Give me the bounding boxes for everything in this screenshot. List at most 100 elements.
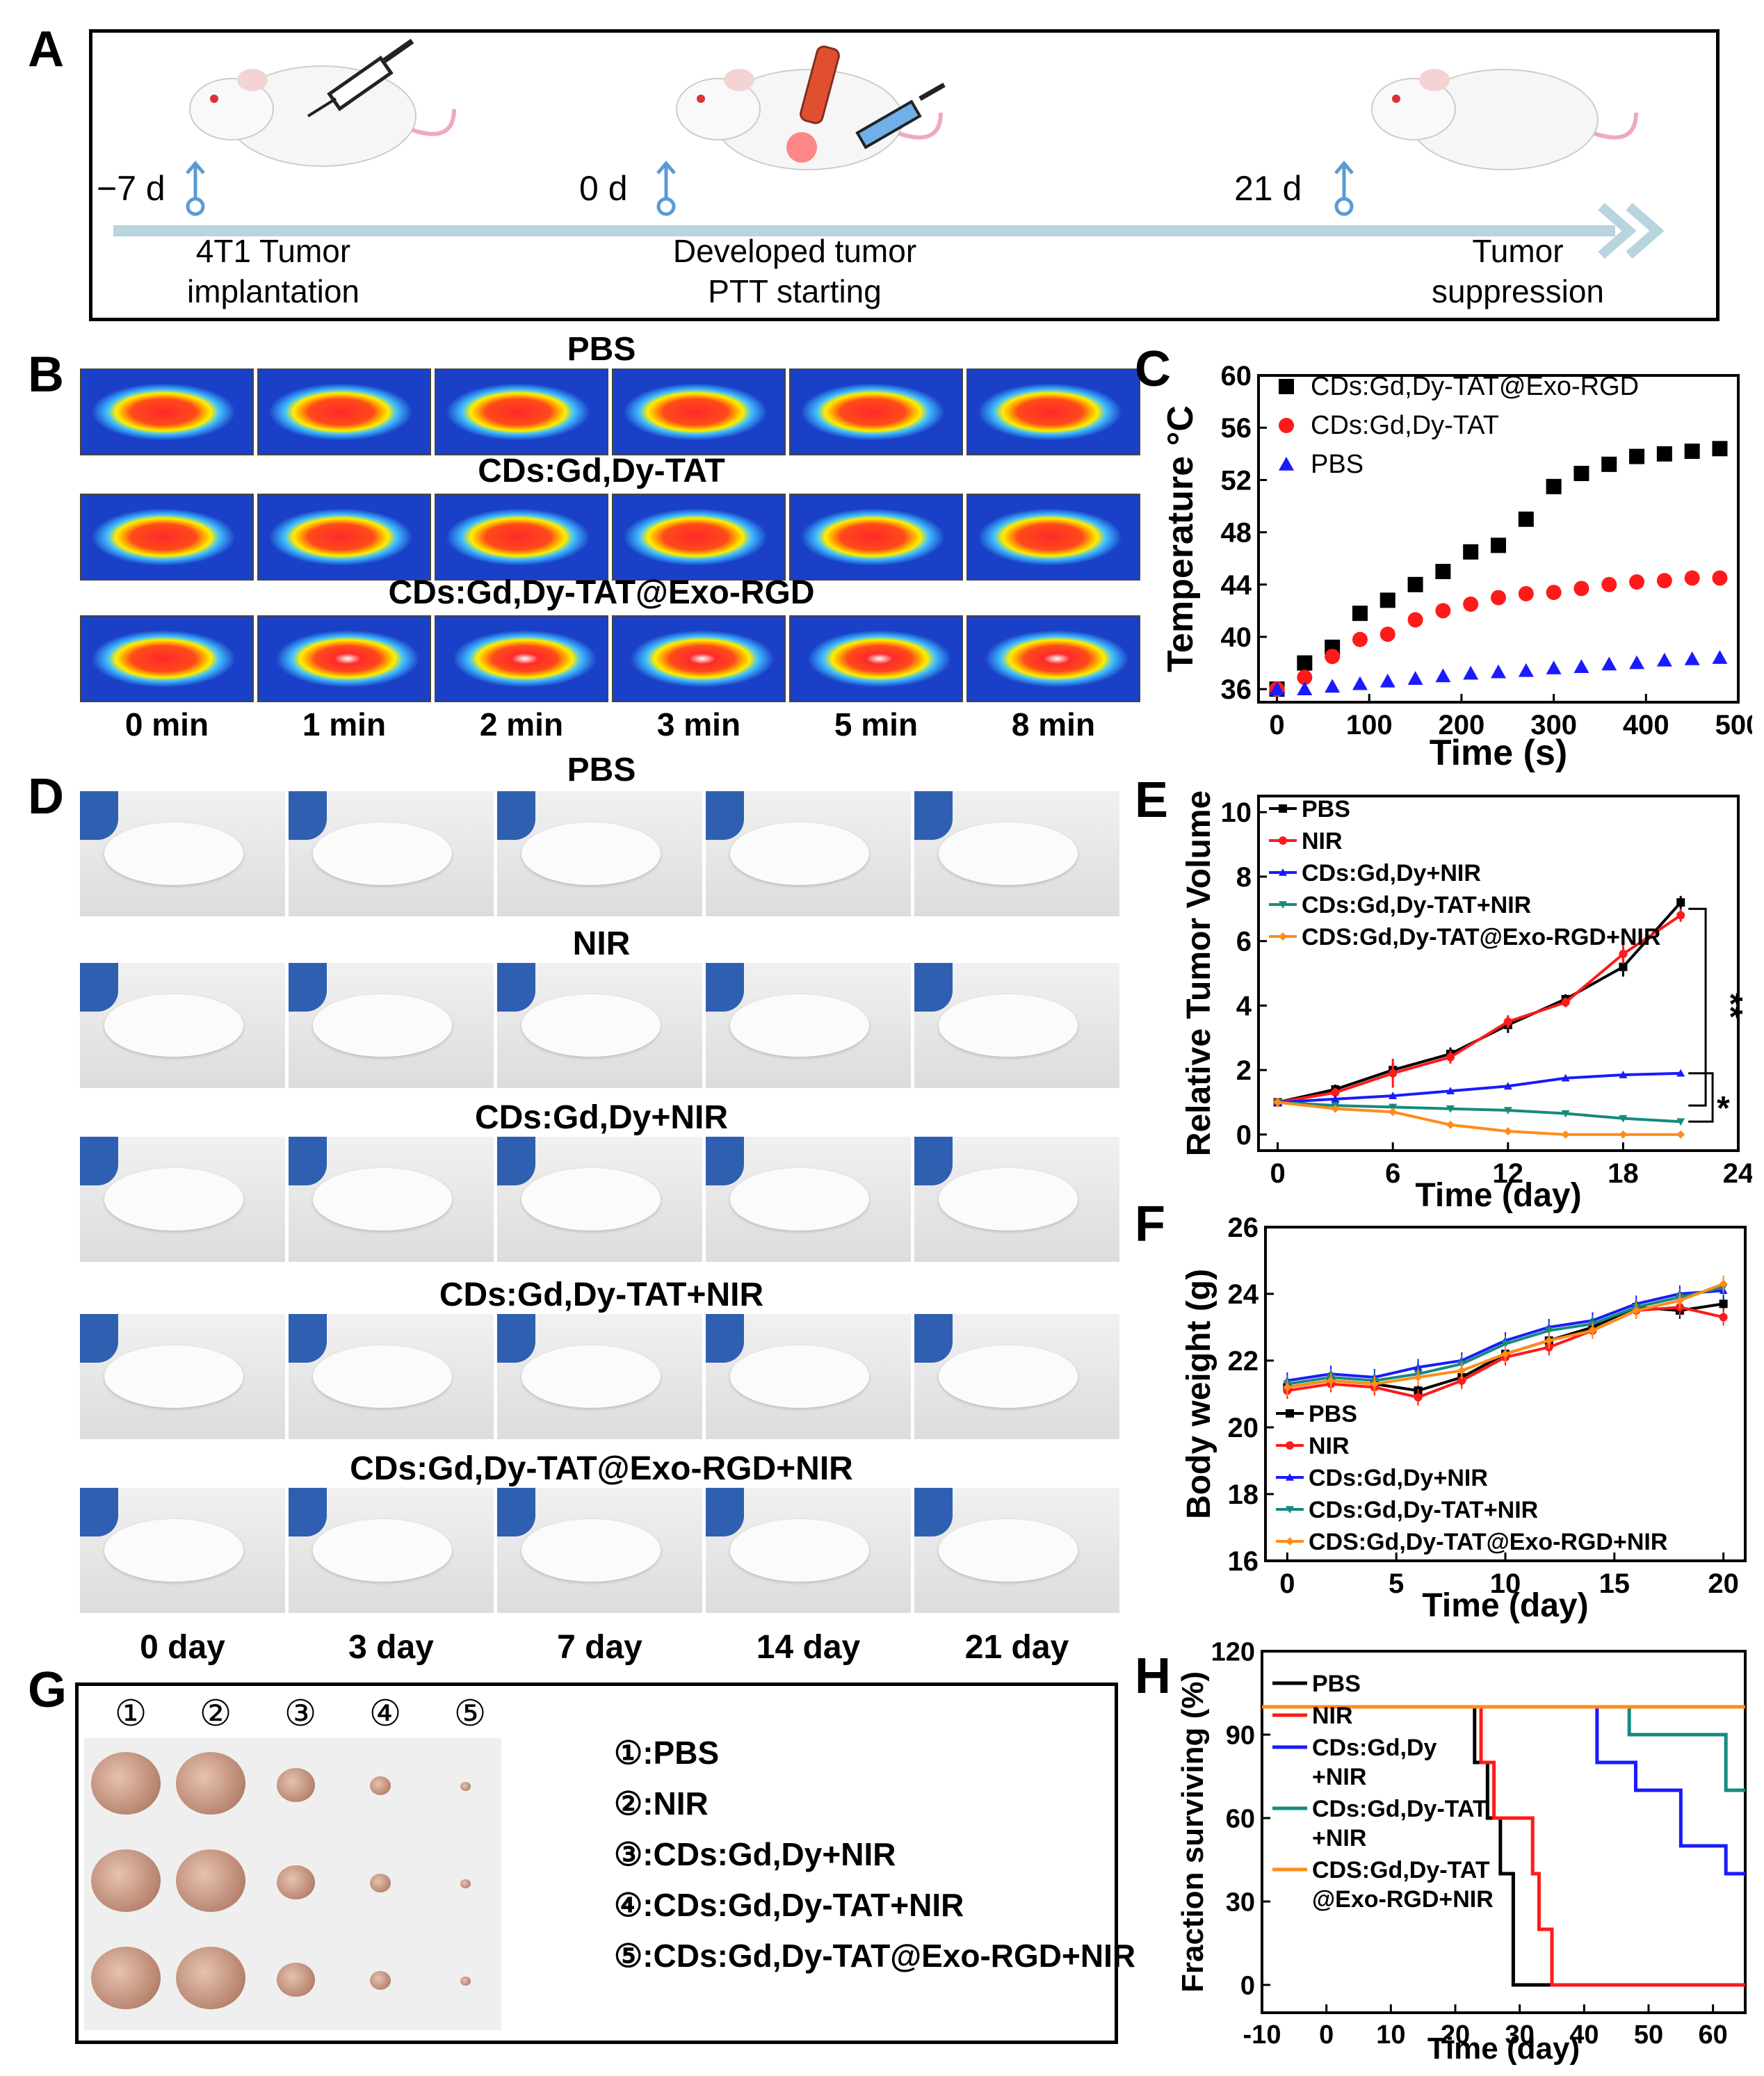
- legend-label: PBS: [1302, 796, 1350, 822]
- mouse-photo: [706, 963, 911, 1088]
- data-point: [1561, 1130, 1570, 1139]
- plot-frame: [1257, 374, 1740, 704]
- mouse-illustration-3: [1371, 69, 1638, 170]
- thermal-image: [789, 368, 963, 455]
- legend-marker: [1279, 379, 1294, 394]
- tumor-sample: [91, 1947, 161, 2009]
- panel-c-label: C: [1135, 341, 1171, 397]
- thermal-image: [257, 615, 431, 702]
- mouse-photo: [80, 1314, 285, 1439]
- thermal-image: [435, 494, 608, 581]
- data-point: [1457, 1376, 1466, 1385]
- data-point: [1463, 665, 1479, 680]
- data-point: [1676, 1069, 1685, 1077]
- y-tick-label: 4: [1236, 991, 1252, 1021]
- mouse-photo: [80, 963, 285, 1088]
- photo-day-label: 14 day: [756, 1629, 861, 1666]
- thermal-time-label: 5 min: [834, 706, 919, 743]
- legend-marker: [1286, 1441, 1294, 1450]
- y-tick-label: 36: [1221, 674, 1252, 705]
- mouse-photo: [289, 791, 494, 916]
- mouse-illustration-1: [189, 65, 456, 167]
- data-point: [1389, 1103, 1398, 1112]
- thermal-image: [80, 615, 254, 702]
- data-point: [1629, 655, 1645, 670]
- thermal-image: [257, 494, 431, 581]
- legend-marker: [1279, 418, 1294, 433]
- data-point: [1407, 576, 1423, 592]
- data-point: [1676, 898, 1685, 907]
- thermal-image: [80, 368, 254, 455]
- data-point: [1712, 441, 1728, 457]
- photo-group-title: CDs:Gd,Dy-TAT@Exo-RGD+NIR: [350, 1450, 853, 1487]
- thermal-image: [80, 494, 254, 581]
- data-point: [1389, 1069, 1398, 1078]
- data-point: [1379, 626, 1395, 642]
- x-tick-label: 100: [1346, 710, 1393, 740]
- x-tick-label: 12: [1493, 1158, 1524, 1189]
- legend-label: +NIR: [1312, 1764, 1366, 1790]
- data-point: [1297, 681, 1313, 695]
- data-point: [1629, 448, 1645, 464]
- data-point: [1546, 585, 1562, 601]
- series-line: [1277, 914, 1682, 1104]
- thermal-image: [966, 615, 1140, 702]
- thermal-image: [612, 615, 786, 702]
- data-point: [1601, 656, 1617, 671]
- timeline-step-1: 4T1 Tumor implantation: [148, 231, 398, 311]
- data-point: [1435, 668, 1451, 683]
- mouse-photo: [706, 1137, 911, 1262]
- legend-marker: [1279, 932, 1287, 941]
- data-point: [1370, 1379, 1379, 1388]
- data-point: [1331, 1088, 1340, 1097]
- tumor-legend: ①:PBS ②:NIR ③:CDs:Gd,Dy+NIR ④:CDs:Gd,Dy-TAT…: [614, 1728, 1135, 1981]
- legend-marker: [1279, 804, 1287, 813]
- significance-bracket: [1688, 1072, 1714, 1123]
- data-point: [1389, 1108, 1398, 1117]
- data-point: [1656, 573, 1672, 589]
- tumor-sample: [370, 1776, 391, 1795]
- data-point: [1561, 998, 1570, 1007]
- thermal-image: [435, 615, 608, 702]
- y-tick-label: 48: [1221, 518, 1252, 549]
- photo-day-label: 3 day: [348, 1629, 434, 1666]
- step-2-line-2: PTT starting: [708, 273, 882, 309]
- y-tick-label: 0: [1236, 1120, 1252, 1151]
- mouse-photo: [289, 1314, 494, 1439]
- mouse-photo: [80, 1488, 285, 1613]
- thermal-time-label: 1 min: [302, 706, 387, 743]
- panel-d-label: D: [28, 769, 64, 825]
- mouse-photo: [80, 1137, 285, 1262]
- y-tick-label: 18: [1228, 1479, 1259, 1510]
- data-point: [1407, 612, 1423, 628]
- data-point: [1503, 1127, 1512, 1136]
- data-point: [1503, 1017, 1512, 1026]
- y-tick-label: 120: [1211, 1637, 1255, 1667]
- y-axis-label: Temperature °C: [1160, 405, 1201, 672]
- data-point: [1414, 1393, 1423, 1402]
- syringe-icon: [307, 38, 414, 117]
- chart-h-survival: -10 0 10 20 30 40 50 60 0 30 60 90 120 Time (day) Frac…: [1176, 1637, 1747, 2066]
- data-point: [1619, 950, 1628, 959]
- tumor-sample: [276, 1767, 315, 1802]
- legend-marker: [1286, 1506, 1294, 1514]
- thermal-image: [257, 368, 431, 455]
- data-point: [1503, 1107, 1512, 1115]
- x-tick-label: 0: [1270, 1158, 1285, 1189]
- legend-label: CDs:Gd,Dy+NIR: [1302, 860, 1481, 886]
- y-axis-label: Body weight (g): [1181, 1269, 1217, 1519]
- thermal-images-panel: PBS CDs:Gd,Dy-TAT CDs:Gd,Dy-TAT@Exo-RGD 0 m…: [80, 330, 1140, 758]
- legend-marker: [1279, 901, 1287, 909]
- x-tick-label: 0: [1269, 710, 1284, 740]
- data-point: [1331, 1094, 1340, 1103]
- data-point: [1491, 537, 1506, 553]
- y-tick-label: 6: [1236, 927, 1252, 957]
- tumor-sample: [276, 1962, 315, 1997]
- photo-group-title: NIR: [572, 925, 631, 962]
- data-point: [1446, 1053, 1455, 1062]
- x-tick-label: 30: [1505, 2020, 1535, 2050]
- y-tick-label: 56: [1221, 413, 1252, 444]
- y-tick-label: 22: [1228, 1346, 1259, 1377]
- x-tick-label: 24: [1723, 1158, 1752, 1189]
- data-point: [1297, 670, 1313, 686]
